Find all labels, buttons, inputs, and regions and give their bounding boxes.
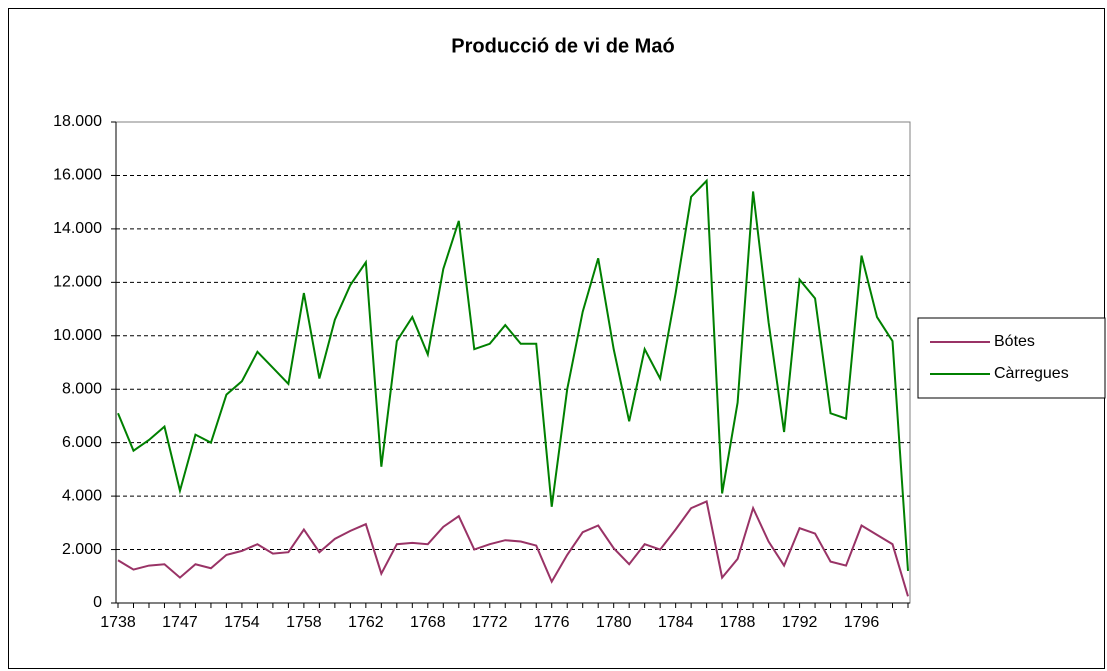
- x-tick-label: 1784: [658, 614, 694, 631]
- x-tick-label: 1796: [844, 614, 880, 631]
- y-tick-label: 18.000: [53, 113, 102, 130]
- x-tick-label: 1768: [410, 614, 446, 631]
- chart-title: Producció de vi de Maó: [451, 35, 674, 57]
- x-tick-label: 1738: [100, 614, 136, 631]
- y-tick-label: 16.000: [53, 167, 102, 184]
- y-tick-label: 12.000: [53, 274, 102, 291]
- x-tick-label: 1754: [224, 614, 260, 631]
- x-tick-label: 1762: [348, 614, 384, 631]
- x-tick-label: 1758: [286, 614, 322, 631]
- series-line: [117, 500, 909, 597]
- y-tick-label: 8.000: [62, 380, 102, 397]
- x-tick-label: 1747: [162, 614, 198, 631]
- y-tick-label: 2.000: [62, 541, 102, 558]
- y-tick-label: 4.000: [62, 487, 102, 504]
- legend-box: [917, 317, 1106, 399]
- x-tick-label: 1788: [720, 614, 756, 631]
- y-tick-label: 10.000: [53, 327, 102, 344]
- legend-label: Càrregues: [994, 365, 1069, 382]
- x-tick-label: 1780: [596, 614, 632, 631]
- legend-label: Bótes: [994, 333, 1035, 350]
- x-tick-label: 1776: [534, 614, 570, 631]
- series-line: [117, 178, 909, 572]
- x-tick-label: 1772: [472, 614, 508, 631]
- y-tick-label: 14.000: [53, 220, 102, 237]
- x-tick-label: 1792: [782, 614, 818, 631]
- y-tick-label: 0: [93, 594, 102, 611]
- y-tick-label: 6.000: [62, 434, 102, 451]
- plot-area: [115, 121, 911, 604]
